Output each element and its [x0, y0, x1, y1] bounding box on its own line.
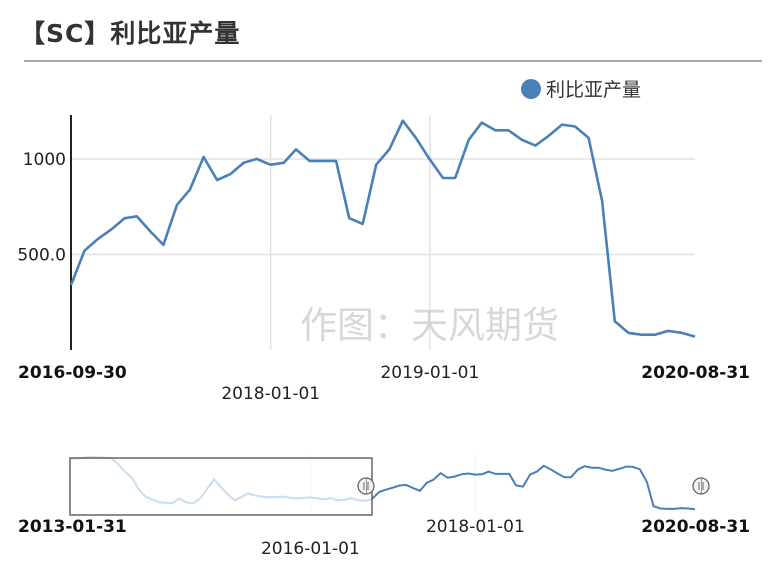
- navigator-x-tick-label: 2016-01-01: [261, 539, 360, 559]
- y-tick-label: 500.0: [17, 245, 66, 265]
- navigator-series-line: [371, 464, 696, 511]
- navigator-x-tick-label: 2020-08-31: [641, 517, 750, 537]
- main-x-tick-labels: 2016-09-30 2018-01-01 2019-01-01 2020-08-31: [18, 363, 750, 404]
- drag-handle-icon: [365, 477, 375, 495]
- navigator-handle-end[interactable]: [692, 477, 710, 495]
- x-tick-label: 2016-09-30: [18, 363, 127, 383]
- legend-marker-icon: [521, 79, 541, 99]
- x-tick-label: 2020-08-31: [641, 363, 750, 383]
- main-grid: [71, 115, 695, 350]
- title-divider: [24, 60, 762, 62]
- navigator-x-tick-label: 2013-01-31: [18, 517, 127, 537]
- y-tick-label: 1000: [23, 150, 66, 170]
- watermark: 作图：天风期货: [300, 304, 559, 347]
- navigator-series-line-selected: [69, 456, 373, 505]
- x-tick-label: 2019-01-01: [380, 363, 479, 383]
- navigator-handle-right-of-window[interactable]: [357, 477, 375, 495]
- page-title: 【SC】利比亚产量: [20, 19, 241, 48]
- navigator-x-tick-labels: 2013-01-31 2016-01-01 2018-01-01 2020-08-31: [18, 517, 750, 559]
- legend[interactable]: 利比亚产量: [521, 79, 641, 101]
- navigator-grid: [309, 455, 476, 512]
- drag-handle-icon: [700, 477, 710, 495]
- drag-handle-icon-half: [692, 477, 702, 495]
- navigator-selection-window[interactable]: [69, 457, 373, 516]
- main-y-tick-labels: 500.0 1000: [17, 150, 66, 266]
- x-tick-label: 2018-01-01: [221, 384, 320, 404]
- navigator-x-tick-label: 2018-01-01: [426, 517, 525, 537]
- main-series-line: [69, 119, 696, 338]
- legend-label: 利比亚产量: [546, 79, 641, 101]
